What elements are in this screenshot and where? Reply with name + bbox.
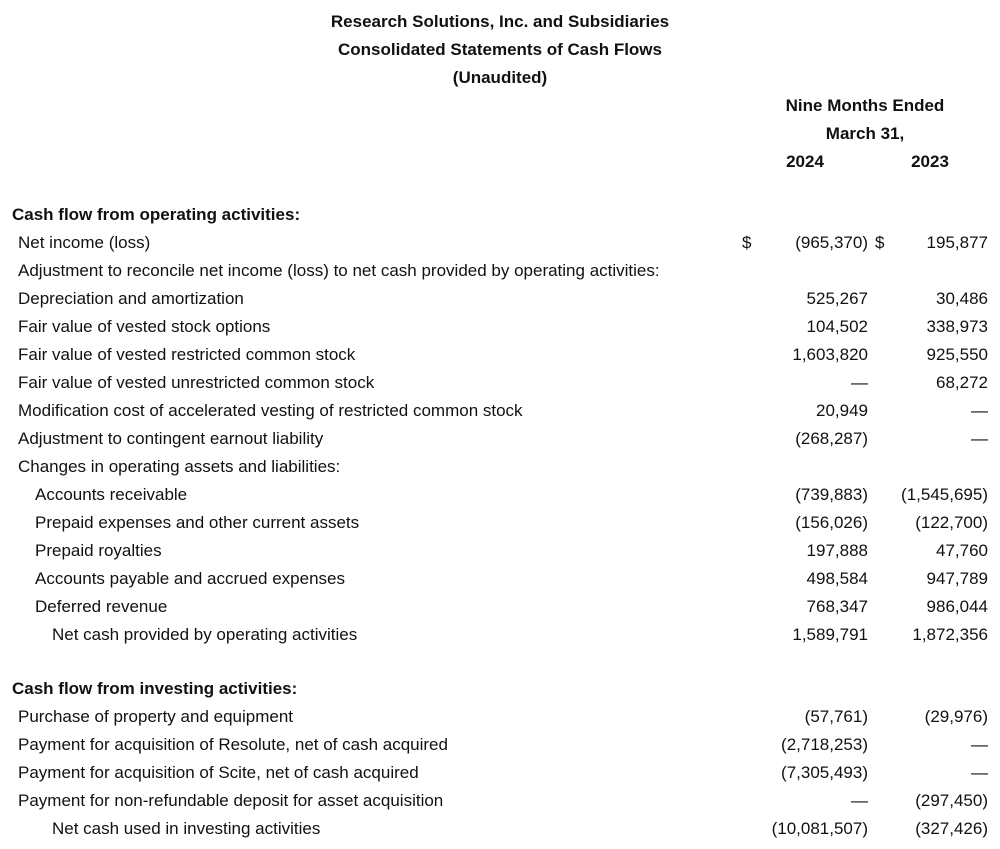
row-label: Payment for acquisition of Scite, net of… bbox=[18, 763, 419, 782]
value-2023: 338,973 bbox=[926, 317, 988, 336]
statement-title: Consolidated Statements of Cash Flows bbox=[338, 40, 662, 59]
row-label: Deferred revenue bbox=[35, 597, 168, 616]
value-2023: 947,789 bbox=[926, 569, 988, 588]
value-2024: 498,584 bbox=[806, 569, 868, 588]
row-label: Depreciation and amortization bbox=[18, 289, 244, 308]
value-2023: 1,872,356 bbox=[912, 625, 988, 644]
value-2023: — bbox=[971, 763, 988, 782]
table-row: Adjustment to contingent earnout liabili… bbox=[0, 425, 1000, 453]
row-label: Prepaid expenses and other current asset… bbox=[35, 513, 360, 532]
value-2023: (327,426) bbox=[915, 819, 988, 838]
value-2024: 104,502 bbox=[806, 317, 868, 336]
value-2024: 197,888 bbox=[806, 541, 868, 560]
row-label: Payment for acquisition of Resolute, net… bbox=[18, 735, 448, 754]
value-2023: — bbox=[971, 429, 988, 448]
value-2024: (739,883) bbox=[795, 485, 868, 504]
row-label: Changes in operating assets and liabilit… bbox=[18, 457, 341, 476]
value-2023: 986,044 bbox=[926, 597, 988, 616]
table-row: Net income (loss) $ $ (965,370) 195,877 bbox=[0, 229, 1000, 257]
value-2023: 925,550 bbox=[926, 345, 988, 364]
row-label: Accounts receivable bbox=[35, 485, 188, 504]
value-2024: 20,949 bbox=[816, 401, 868, 420]
value-2024: (2,718,253) bbox=[781, 735, 868, 754]
value-2024: (57,761) bbox=[804, 707, 868, 726]
table-row: Prepaid royalties 197,888 47,760 bbox=[0, 537, 1000, 565]
value-2024: 525,267 bbox=[806, 289, 868, 308]
value-2024: — bbox=[851, 791, 868, 810]
table-row: Prepaid expenses and other current asset… bbox=[0, 509, 1000, 537]
row-label: Net cash used in investing activities bbox=[52, 819, 321, 838]
year-2023-header: 2023 bbox=[911, 152, 949, 171]
value-2023: 30,486 bbox=[936, 289, 988, 308]
section-header: Cash flow from investing activities: bbox=[0, 675, 1000, 703]
year-2024-header: 2024 bbox=[786, 152, 824, 171]
total-row: Net cash provided by operating activitie… bbox=[0, 621, 1000, 649]
value-2023: (122,700) bbox=[915, 513, 988, 532]
period-header: Nine Months Ended bbox=[785, 96, 945, 115]
value-2024: 1,603,820 bbox=[792, 345, 868, 364]
date-header: March 31, bbox=[825, 124, 905, 143]
currency-symbol: $ bbox=[742, 233, 752, 252]
row-label: Fair value of vested stock options bbox=[18, 317, 271, 336]
company-name: Research Solutions, Inc. and Subsidiarie… bbox=[330, 12, 670, 31]
table-row: Accounts receivable (739,883) (1,545,695) bbox=[0, 481, 1000, 509]
value-2024: 768,347 bbox=[806, 597, 868, 616]
row-label: Adjustment to contingent earnout liabili… bbox=[18, 429, 324, 448]
value-2024: — bbox=[851, 373, 868, 392]
row-label: Prepaid royalties bbox=[35, 541, 162, 560]
section-header: Cash flow from operating activities: bbox=[0, 201, 1000, 229]
table-row: Fair value of vested unrestricted common… bbox=[0, 369, 1000, 397]
unaudited-note: (Unaudited) bbox=[452, 68, 548, 87]
currency-symbol: $ bbox=[875, 233, 885, 252]
value-2024: (268,287) bbox=[795, 429, 868, 448]
table-row: Adjustment to reconcile net income (loss… bbox=[0, 257, 1000, 285]
value-2024: (156,026) bbox=[795, 513, 868, 532]
total-row: Net cash used in investing activities (10… bbox=[0, 815, 1000, 843]
row-label: Adjustment to reconcile net income (loss… bbox=[18, 261, 660, 280]
value-2023: 47,760 bbox=[936, 541, 988, 560]
row-label: Modification cost of accelerated vesting… bbox=[18, 401, 523, 420]
value-2023: — bbox=[971, 735, 988, 754]
row-label: Purchase of property and equipment bbox=[18, 707, 294, 726]
value-2023: (29,976) bbox=[924, 707, 988, 726]
table-row: Accounts payable and accrued expenses 498… bbox=[0, 565, 1000, 593]
table-row: Deferred revenue 768,347 986,044 bbox=[0, 593, 1000, 621]
value-2023: — bbox=[971, 401, 988, 420]
section-title: Cash flow from investing activities: bbox=[12, 679, 298, 698]
value-2024: (10,081,507) bbox=[771, 819, 868, 838]
row-label: Fair value of vested unrestricted common… bbox=[18, 373, 375, 392]
value-2024: 1,589,791 bbox=[792, 625, 868, 644]
value-2024: (965,370) bbox=[795, 233, 868, 252]
row-label: Fair value of vested restricted common s… bbox=[18, 345, 356, 364]
table-row: Payment for acquisition of Scite, net of… bbox=[0, 759, 1000, 787]
table-row: Depreciation and amortization 525,267 30,4… bbox=[0, 285, 1000, 313]
row-label: Net cash provided by operating activitie… bbox=[52, 625, 358, 644]
value-2023: 68,272 bbox=[936, 373, 988, 392]
value-2023: (297,450) bbox=[915, 791, 988, 810]
value-2024: (7,305,493) bbox=[781, 763, 868, 782]
row-label: Payment for non-refundable deposit for a… bbox=[18, 791, 444, 810]
table-row: Payment for non-refundable deposit for a… bbox=[0, 787, 1000, 815]
table-row: Fair value of vested restricted common s… bbox=[0, 341, 1000, 369]
row-label: Net income (loss) bbox=[18, 233, 151, 252]
table-row: Changes in operating assets and liabilit… bbox=[0, 453, 1000, 481]
table-row: Fair value of vested stock options 104,50… bbox=[0, 313, 1000, 341]
table-row: Purchase of property and equipment (57,76… bbox=[0, 703, 1000, 731]
value-2023: 195,877 bbox=[926, 233, 988, 252]
table-row: Payment for acquisition of Resolute, net… bbox=[0, 731, 1000, 759]
value-2023: (1,545,695) bbox=[901, 485, 988, 504]
table-row: Modification cost of accelerated vesting… bbox=[0, 397, 1000, 425]
row-label: Accounts payable and accrued expenses bbox=[35, 569, 345, 588]
section-title: Cash flow from operating activities: bbox=[12, 205, 301, 224]
